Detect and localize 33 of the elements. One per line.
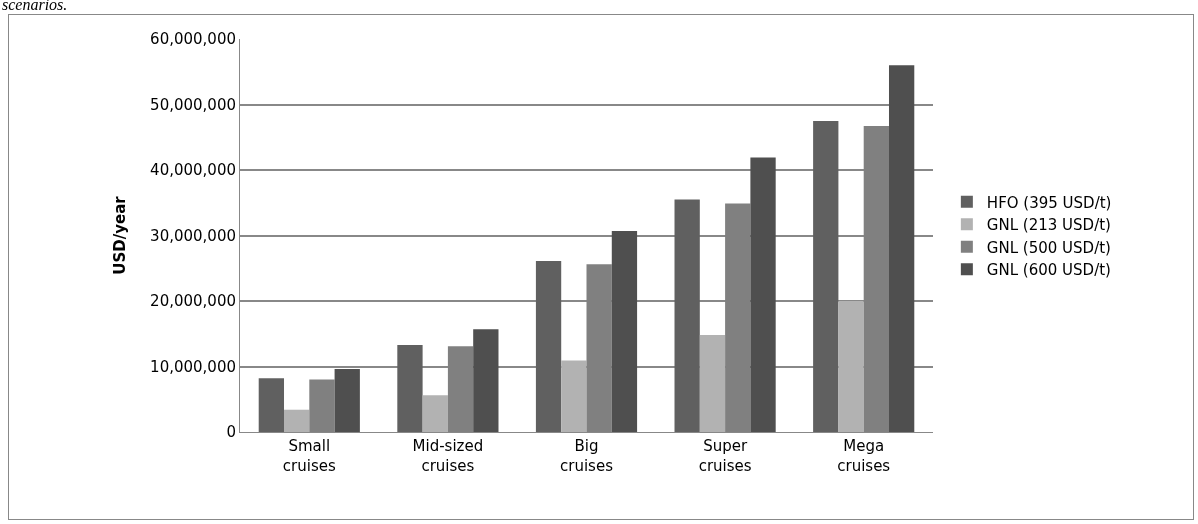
y-tick-label: 0 — [226, 423, 236, 442]
bar — [422, 395, 448, 432]
y-axis-title: USD/year — [111, 195, 130, 275]
x-tick-label: Big cruises — [560, 437, 614, 475]
bar — [813, 120, 839, 432]
y-tick-label: 60,000,000 — [150, 30, 236, 49]
text: scenarios. — [2, 0, 68, 14]
y-tick-label: 30,000,000 — [150, 226, 236, 245]
bar — [473, 329, 499, 432]
legend-label: GNL (213 USD/t) — [986, 216, 1111, 235]
bar — [750, 157, 776, 432]
y-tick-label: 20,000,000 — [150, 292, 236, 311]
bar — [258, 378, 285, 432]
bar — [284, 409, 310, 432]
bar — [561, 360, 587, 432]
bar — [611, 230, 638, 432]
bar — [334, 369, 360, 432]
legend-label: GNL (600 USD/t) — [986, 261, 1111, 280]
bar — [699, 335, 726, 432]
bar — [838, 301, 864, 432]
y-tick-label: 50,000,000 — [150, 95, 236, 114]
legend-label: HFO (395 USD/t) — [986, 193, 1112, 212]
x-tick-label: Small cruises — [282, 437, 336, 475]
bar — [674, 199, 700, 432]
bar — [535, 261, 562, 432]
x-tick-label: Mega cruises — [837, 437, 891, 475]
legend-label: GNL (500 USD/t) — [986, 238, 1111, 257]
x-tick-label: Mid-sized cruises — [412, 437, 484, 475]
y-tick-label: 40,000,000 — [150, 161, 236, 180]
bar — [397, 344, 423, 432]
x-tick-label: Super cruises — [698, 437, 752, 475]
bar — [888, 65, 915, 432]
y-tick-label: 10,000,000 — [150, 357, 236, 376]
